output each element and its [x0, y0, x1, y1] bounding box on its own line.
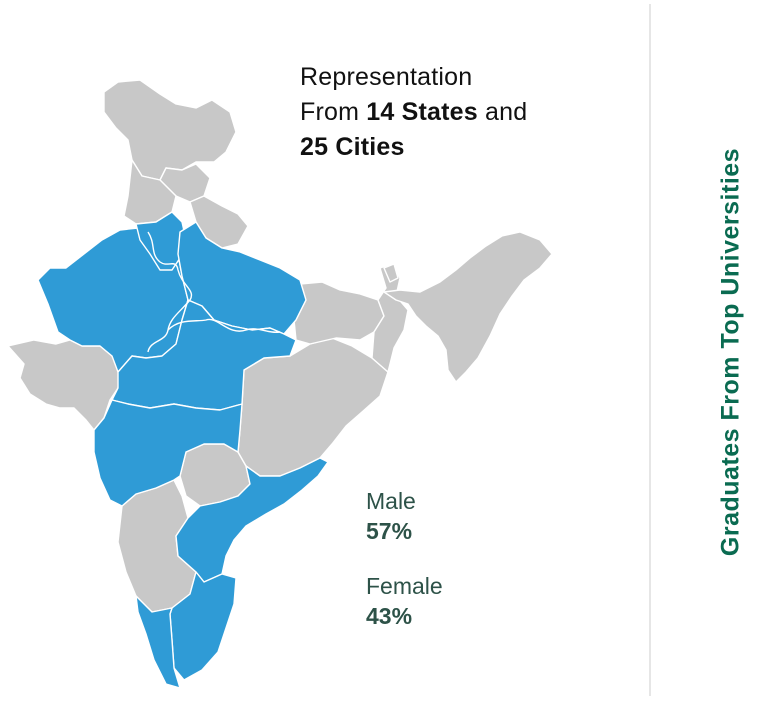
- india-map: [7, 79, 553, 689]
- state-northeast: [383, 231, 553, 383]
- state-maharashtra[interactable]: [93, 399, 243, 507]
- state-gujarat: [7, 339, 121, 431]
- state-jammu-kashmir: [103, 79, 237, 181]
- headline-line2: From 14 States and: [300, 95, 527, 130]
- female-percentage: 43%: [366, 603, 413, 629]
- vertical-divider: [649, 4, 651, 696]
- headline-line3: 25 Cities: [300, 130, 527, 165]
- state-kerala[interactable]: [135, 595, 181, 689]
- side-title: Graduates From Top Universities: [716, 147, 745, 557]
- female-stat: Female 43%: [366, 571, 443, 631]
- state-andhra-pradesh[interactable]: [175, 457, 329, 583]
- male-percentage: 57%: [366, 518, 413, 544]
- state-sikkim: [383, 263, 399, 283]
- female-label: Female: [366, 573, 443, 599]
- headline-line1: Representation: [300, 63, 473, 91]
- headline-prefix: From: [300, 98, 367, 126]
- state-west-bengal: [371, 263, 409, 373]
- representation-headline: Representation From 14 States and 25 Cit…: [300, 60, 527, 165]
- cities-count: 25 Cities: [300, 133, 405, 161]
- headline-conjunction: and: [477, 98, 528, 126]
- male-label: Male: [366, 488, 416, 514]
- male-stat: Male 57%: [366, 486, 416, 546]
- state-bihar-jharkhand: [293, 281, 385, 345]
- states-count: 14 States: [366, 98, 478, 126]
